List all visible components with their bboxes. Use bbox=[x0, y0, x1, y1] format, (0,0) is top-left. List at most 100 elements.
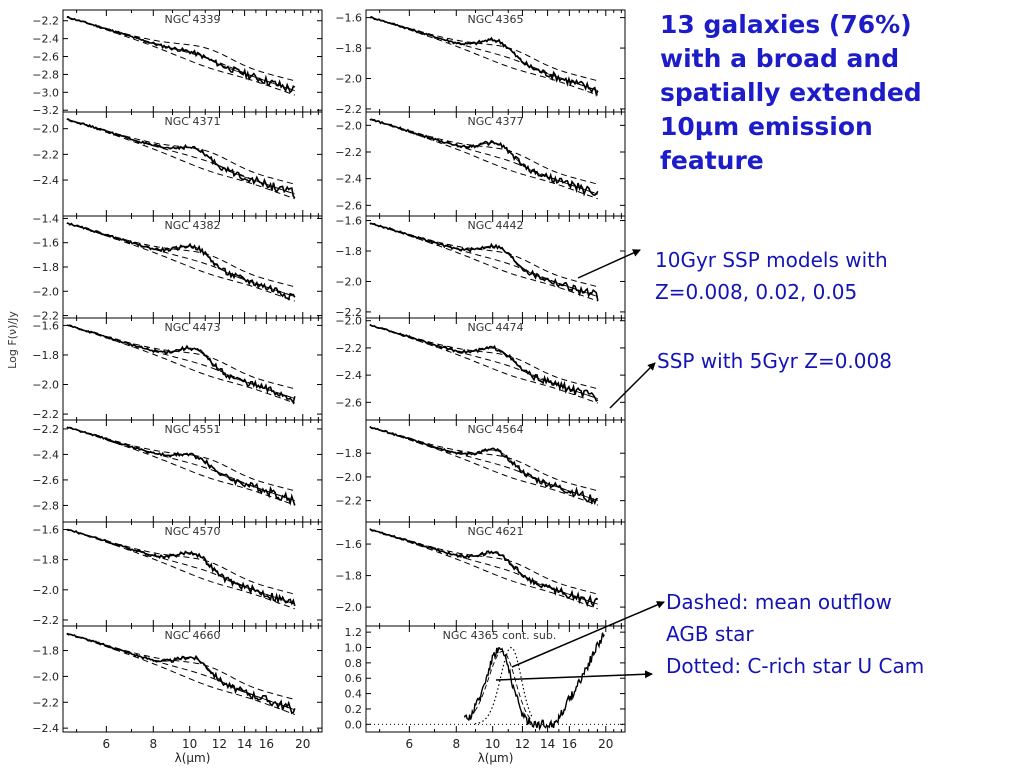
panel-label: NGC 4474 bbox=[468, 321, 524, 334]
y-tick-label: −2.0 bbox=[32, 670, 59, 683]
dashed-model-z005 bbox=[66, 16, 295, 96]
y-tick-label: −1.8 bbox=[32, 645, 59, 658]
y-tick-label: −2.0 bbox=[335, 471, 362, 484]
observed-spectrum bbox=[66, 426, 296, 506]
y-tick-label: −2.0 bbox=[335, 601, 362, 614]
panel-label: NGC 4473 bbox=[165, 321, 221, 334]
y-tick-label: −2.2 bbox=[335, 495, 362, 508]
y-tick-label: −2.0 bbox=[32, 123, 59, 136]
y-tick-label: −3.2 bbox=[32, 104, 59, 117]
dashed-model-z005 bbox=[66, 118, 295, 200]
y-tick-label: −1.6 bbox=[335, 215, 362, 228]
y-tick-label: −2.4 bbox=[335, 369, 362, 382]
dashed-model-z0008 bbox=[66, 528, 295, 595]
line-style-notes: Dashed: mean outflow AGB star Dotted: C-… bbox=[666, 586, 924, 682]
observed-spectrum bbox=[369, 118, 599, 197]
observed-spectrum bbox=[369, 15, 599, 98]
y-tick-label: −2.2 bbox=[32, 614, 59, 627]
y-tick-label: −2.0 bbox=[32, 584, 59, 597]
x-tick-label: 20 bbox=[295, 737, 310, 751]
observed-spectrum bbox=[66, 15, 296, 94]
panel-label: NGC 4442 bbox=[468, 219, 524, 232]
x-tick-label: 14 bbox=[237, 737, 252, 751]
dashed-model-z005 bbox=[66, 222, 295, 302]
y-tick-label: −2.2 bbox=[335, 146, 362, 159]
x-tick-label: 14 bbox=[540, 737, 555, 751]
y-tick-label: −2.6 bbox=[32, 51, 59, 64]
spectra-figure: −2.2 −2.4 −2.6 −2.8 −3.0 −3.2 NGC 4339 −1.6 −1.8… bbox=[0, 0, 626, 765]
y-tick-label: −2.0 bbox=[32, 285, 59, 298]
panel-label: NGC 4339 bbox=[165, 13, 221, 26]
y-tick-label: 1.0 bbox=[345, 642, 363, 655]
observed-spectrum bbox=[369, 222, 599, 301]
y-tick-label: −2.8 bbox=[32, 499, 59, 512]
spectrum-panel: −2.2 −2.4 −2.6 −2.8 −3.0 −3.2 NGC 4339 bbox=[32, 10, 323, 117]
x-tick-label: 16 bbox=[562, 737, 577, 751]
y-tick-label: −1.8 bbox=[32, 261, 59, 274]
residual-spectrum bbox=[463, 632, 605, 732]
observed-spectrum bbox=[369, 425, 598, 506]
y-tick-label: −2.4 bbox=[32, 448, 59, 461]
y-tick-label: −1.6 bbox=[32, 237, 59, 250]
y-tick-label: −1.6 bbox=[335, 538, 362, 551]
panel-label: NGC 4570 bbox=[165, 525, 221, 538]
panel-label: NGC 4365 bbox=[468, 13, 524, 26]
observed-spectrum bbox=[66, 222, 296, 301]
spectrum-panel: −1.8 −2.0 −2.2 −2.4 NGC 4660 6 8 10 12 14 16 20 λ(μm… bbox=[32, 625, 323, 765]
panel-label: NGC 4377 bbox=[468, 115, 524, 128]
dashed-model-z005 bbox=[369, 222, 598, 302]
y-tick-label: −2.8 bbox=[32, 68, 59, 81]
dashed-model-z005 bbox=[369, 426, 598, 506]
headline-line: feature bbox=[660, 146, 764, 175]
panel-label: NGC 4551 bbox=[165, 423, 221, 436]
spectrum-panel: −1.4 −1.6 −1.8 −2.0 −2.2 NGC 4382 bbox=[32, 212, 323, 323]
x-tick-label: 6 bbox=[103, 737, 111, 751]
spectrum-panel: −1.6 −1.8 −2.0 NGC 4621 bbox=[335, 522, 626, 627]
x-tick-label: 20 bbox=[598, 737, 613, 751]
y-tick-label: −2.2 bbox=[32, 15, 59, 28]
y-tick-label: −2.2 bbox=[32, 310, 59, 323]
x-axis-label: λ(μm) bbox=[175, 751, 211, 765]
y-tick-label: −1.6 bbox=[32, 524, 59, 537]
spectrum-panel: −1.6 −1.8 −2.0 −2.2 NGC 4473 bbox=[32, 318, 323, 421]
dashed-model-z0008 bbox=[66, 16, 295, 82]
panel-frame bbox=[62, 625, 323, 733]
y-tick-label: −2.6 bbox=[335, 199, 362, 212]
spectrum-panel: −1.6 −1.8 −2.0 −2.2 NGC 4442 bbox=[335, 215, 626, 319]
x-tick-label: 10 bbox=[485, 737, 500, 751]
y-tick-label: −1.8 bbox=[335, 42, 362, 55]
observed-spectrum bbox=[66, 324, 296, 405]
dashed-model-z005 bbox=[369, 16, 598, 96]
x-tick-label: 16 bbox=[259, 737, 274, 751]
y-tick-label: −1.8 bbox=[32, 554, 59, 567]
observed-spectrum bbox=[66, 633, 296, 715]
observed-spectrum bbox=[66, 528, 296, 607]
y-tick-label: −2.2 bbox=[32, 423, 59, 436]
spectrum-panel: −2.0 −2.2 −2.4 −2.6 NGC 4377 bbox=[335, 112, 626, 217]
y-tick-label: −2.2 bbox=[32, 148, 59, 161]
x-tick-label: 6 bbox=[406, 737, 414, 751]
panel-label: NGC 4371 bbox=[165, 115, 221, 128]
y-tick-label: −2.2 bbox=[32, 408, 59, 421]
y-tick-label: −2.4 bbox=[32, 174, 59, 187]
y-tick-label: 0.4 bbox=[345, 688, 363, 701]
note-line: Dashed: mean outflow bbox=[666, 590, 892, 614]
dashed-model-z005 bbox=[369, 118, 598, 200]
spectrum-panel: −1.8 −2.0 −2.2 NGC 4564 bbox=[335, 420, 626, 523]
ssp-5gyr-note: SSP with 5Gyr Z=0.008 bbox=[657, 345, 892, 377]
dashed-model-z0008 bbox=[369, 16, 598, 82]
note-line: SSP with 5Gyr Z=0.008 bbox=[657, 349, 892, 373]
note-line: 10Gyr SSP models with bbox=[655, 248, 888, 272]
y-axis-label: Log F(ν)/Jy bbox=[6, 311, 19, 369]
y-tick-label: −2.6 bbox=[32, 474, 59, 487]
panel-label: NGC 4365 cont. sub. bbox=[443, 629, 557, 642]
dotted-cstar-profile bbox=[474, 646, 533, 725]
y-tick-label: −1.8 bbox=[335, 447, 362, 460]
y-tick-label: −3.0 bbox=[32, 86, 59, 99]
y-tick-label: −1.4 bbox=[32, 212, 59, 225]
dashed-model-z005 bbox=[66, 528, 295, 610]
y-tick-label: −2.4 bbox=[32, 722, 59, 735]
y-tick-label: −2.4 bbox=[335, 173, 362, 186]
spectrum-panel: −2.0 −2.2 −2.4 NGC 4371 bbox=[32, 112, 323, 217]
y-tick-label: 0.6 bbox=[345, 672, 363, 685]
